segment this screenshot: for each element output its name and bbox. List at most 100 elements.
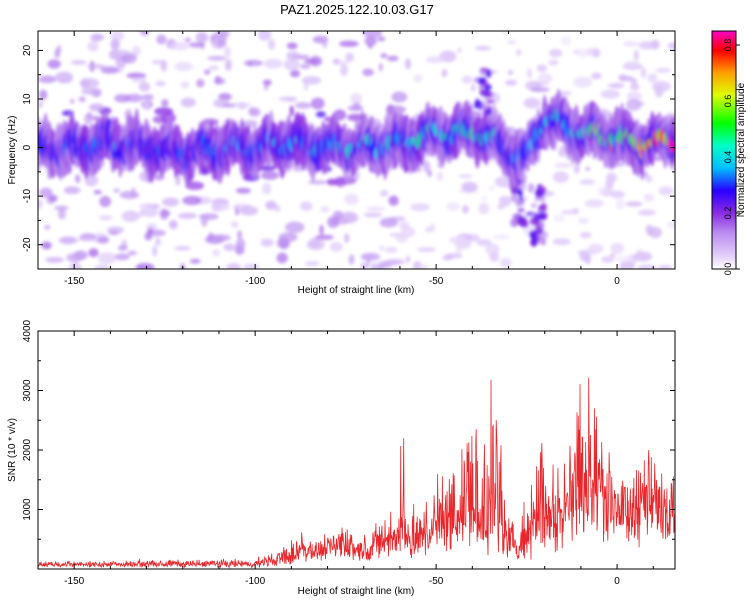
- heatmap-cell: [276, 252, 288, 264]
- heatmap-cell: [216, 39, 224, 48]
- heatmap-cell: [479, 67, 488, 73]
- heatmap-cell: [74, 174, 81, 184]
- heatmap-cell: [340, 211, 359, 224]
- heatmap-cell: [86, 64, 106, 69]
- heatmap-cell: [155, 80, 166, 87]
- heatmap-cell: [258, 31, 272, 41]
- heatmap-cell: [345, 52, 354, 63]
- heatmap-cell: [315, 234, 334, 241]
- heatmap-cell: [189, 258, 201, 264]
- heatmap-cell: [110, 31, 125, 41]
- heatmap-cell: [560, 210, 578, 215]
- heatmap-cell: [610, 253, 616, 258]
- heatmap-cell: [151, 60, 165, 65]
- heatmap-cell: [608, 82, 625, 89]
- heatmap-cell: [315, 111, 326, 118]
- heatmap-cell: [147, 227, 153, 235]
- heatmap-cell: [319, 224, 324, 236]
- heatmap-cell: [633, 251, 653, 262]
- heatmap-cell: [638, 41, 657, 50]
- heatmap-cell: [347, 113, 365, 122]
- heatmap-cell: [304, 261, 320, 266]
- heatmap-cell: [461, 181, 478, 193]
- heatmap-cell: [139, 202, 154, 211]
- heatmap-cell: [180, 97, 196, 108]
- heatmap-cell: [485, 90, 494, 98]
- heatmap-cell: [484, 84, 492, 91]
- heatmap-cell: [517, 207, 525, 213]
- heatmap-cell: [224, 46, 232, 58]
- heatmap-cell: [274, 204, 281, 213]
- heatmap-cell: [671, 140, 675, 153]
- heatmap-cell: [284, 221, 305, 234]
- heatmap-cell: [587, 243, 604, 254]
- heatmap-cell: [239, 206, 259, 216]
- heatmap-cell: [378, 62, 384, 72]
- heatmap-cell: [58, 236, 78, 245]
- heatmap-cell: [633, 49, 639, 61]
- spectrogram-heatmap: [38, 31, 675, 269]
- heatmap-cell: [548, 59, 559, 66]
- heatmap-cell: [475, 112, 482, 117]
- heatmap-cell: [657, 265, 673, 269]
- heatmap-cell: [155, 237, 161, 247]
- snr-background: [38, 331, 675, 569]
- heatmap-cell: [286, 42, 298, 50]
- x-tick-label: -100: [245, 276, 265, 287]
- heatmap-cell: [142, 99, 150, 110]
- heatmap-cell: [385, 258, 406, 266]
- heatmap-cell: [485, 68, 492, 78]
- y-tick-label: 20: [22, 44, 33, 56]
- heatmap-cell: [643, 193, 655, 202]
- heatmap-cell: [475, 45, 491, 51]
- heatmap-cell: [114, 93, 131, 103]
- heatmap-cell: [523, 97, 541, 109]
- heatmap-cell: [527, 67, 532, 79]
- heatmap-cell: [494, 176, 514, 188]
- heatmap-cell: [138, 81, 151, 92]
- heatmap-cell: [97, 236, 110, 244]
- heatmap-cell: [658, 186, 674, 196]
- heatmap-cell: [139, 210, 144, 217]
- heatmap-cell: [161, 99, 169, 107]
- heatmap-cell: [401, 226, 416, 238]
- heatmap-cell: [499, 257, 512, 268]
- heatmap-cell: [478, 100, 483, 111]
- heatmap-cell: [666, 220, 675, 229]
- heatmap-cell: [640, 67, 647, 79]
- heatmap-cell: [579, 231, 592, 239]
- heatmap-cell: [476, 238, 492, 247]
- heatmap-cell: [573, 76, 593, 88]
- x-tick-label: -150: [64, 576, 84, 587]
- heatmap-cell: [505, 79, 518, 86]
- heatmap-cell: [507, 70, 514, 76]
- heatmap-cell: [529, 217, 538, 226]
- snr-y-axis: 1000 2000 3000 4000: [22, 319, 675, 570]
- heatmap-cell: [498, 195, 512, 207]
- heatmap-cell: [540, 220, 545, 230]
- heatmap-cell: [615, 198, 625, 210]
- heatmap-cell: [457, 47, 462, 53]
- heatmap-cell: [614, 255, 634, 263]
- x-tick-label: -100: [245, 576, 265, 587]
- heatmap-cell: [114, 253, 130, 261]
- heatmap-cell: [94, 264, 110, 269]
- heatmap-cell: [410, 203, 430, 212]
- heatmap-cell: [174, 246, 191, 251]
- y-tick-label: -10: [22, 188, 33, 203]
- heatmap-cell: [558, 147, 567, 158]
- heatmap-cell: [610, 190, 625, 199]
- heatmap-cell: [405, 255, 411, 263]
- heatmap-cell: [278, 232, 298, 243]
- heatmap-cell: [45, 256, 65, 263]
- heatmap-cell: [573, 164, 581, 174]
- heatmap-cell: [97, 252, 117, 265]
- heatmap-cell: [333, 109, 347, 121]
- heatmap-cell: [161, 197, 180, 207]
- heatmap-cell: [88, 248, 99, 258]
- heatmap-cell: [454, 237, 472, 250]
- heatmap-cell: [417, 246, 437, 253]
- y-tick-label: 4000: [22, 319, 33, 342]
- heatmap-cell: [48, 194, 58, 203]
- heatmap-cell: [211, 249, 221, 257]
